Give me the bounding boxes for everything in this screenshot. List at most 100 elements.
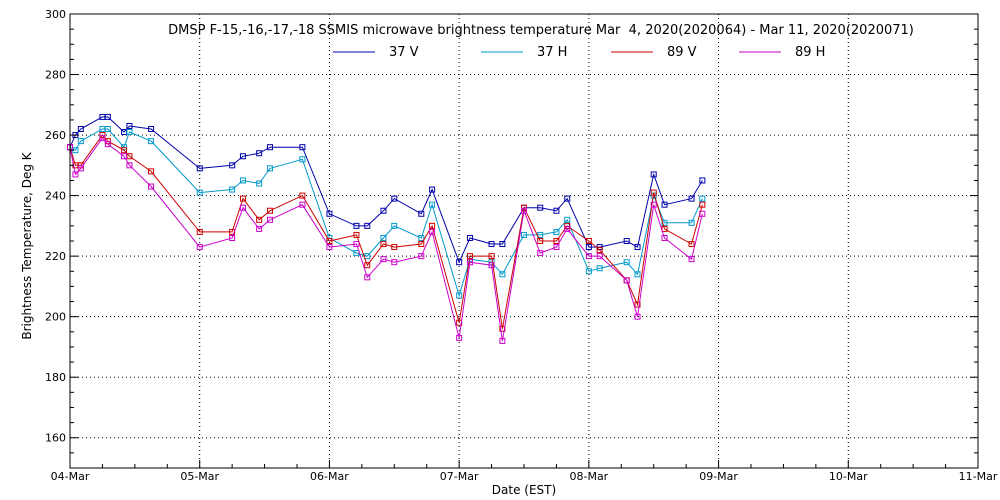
data-point-marker: [148, 183, 155, 190]
legend-item: 37 H: [481, 45, 567, 60]
data-point-marker: [299, 144, 306, 151]
data-point-marker: [99, 135, 106, 142]
data-point-marker: [537, 250, 544, 257]
legend-item: 37 V: [333, 45, 419, 60]
data-point-marker: [326, 210, 333, 217]
data-point-marker: [564, 195, 571, 202]
data-point-marker: [148, 126, 155, 133]
y-axis-title: Brightness Temperature, Deg K: [20, 151, 34, 339]
data-point-marker: [553, 228, 560, 235]
chart-title: DMSP F-15,-16,-17,-18 SSMIS microwave br…: [168, 23, 914, 38]
data-point-marker: [429, 186, 436, 193]
data-point-marker: [623, 277, 630, 284]
data-point-marker: [364, 262, 371, 269]
data-point-marker: [121, 147, 128, 154]
data-point-marker: [553, 238, 560, 244]
x-axis-title: Date (EST): [492, 483, 556, 497]
data-point-marker: [299, 192, 306, 199]
data-point-marker: [456, 259, 463, 266]
data-point-marker: [229, 234, 236, 241]
data-point-marker: [456, 292, 463, 299]
data-point-marker: [239, 153, 246, 160]
data-point-marker: [623, 259, 630, 266]
data-point-marker: [661, 201, 668, 208]
y-tick-label: 200: [45, 311, 66, 324]
data-point-marker: [553, 207, 560, 214]
data-point-marker: [266, 207, 273, 214]
data-point-marker: [229, 186, 236, 193]
data-point-marker: [299, 201, 306, 208]
data-point-marker: [688, 219, 695, 226]
data-point-marker: [456, 334, 463, 341]
x-tick-label: 05-Mar: [180, 470, 219, 483]
data-point-marker: [429, 222, 436, 229]
data-point-marker: [126, 122, 133, 129]
plot-frame: [69, 13, 979, 469]
data-point-marker: [126, 162, 133, 169]
series-89-v: [67, 132, 706, 332]
y-tick-label: 220: [45, 250, 66, 263]
data-point-marker: [256, 216, 263, 223]
data-point-marker: [126, 129, 133, 136]
legend-label: 37 H: [537, 45, 567, 60]
data-point-marker: [623, 238, 630, 244]
data-point-marker: [77, 126, 84, 133]
data-point-marker: [699, 195, 706, 202]
data-point-marker: [196, 244, 203, 251]
grid-lines: [70, 14, 978, 468]
x-tick-labels: 04-Mar 05-Mar 06-Mar 07-Mar 08-Mar 09-Mar 10-M…: [51, 470, 998, 483]
axis-ticks: [69, 13, 979, 468]
y-tick-label: 280: [45, 69, 66, 82]
y-tick-label: 160: [45, 432, 66, 445]
data-point-marker: [650, 189, 657, 196]
series-line: [69, 128, 703, 298]
data-point-marker: [256, 180, 263, 187]
data-point-marker: [553, 244, 560, 251]
data-point-marker: [148, 138, 155, 145]
legend-item: 89 V: [611, 45, 697, 60]
data-point-marker: [634, 271, 641, 278]
data-point-marker: [326, 238, 333, 244]
data-point-marker: [77, 165, 84, 172]
data-point-marker: [466, 234, 473, 241]
x-tick-label: 11-Mar: [959, 470, 998, 483]
data-point-marker: [380, 256, 387, 263]
y-tick-labels: 160 180 200 220 240 260 280 300: [45, 8, 66, 445]
data-point-marker: [196, 165, 203, 172]
data-point-marker: [104, 113, 111, 120]
data-point-marker: [380, 241, 387, 248]
data-point-marker: [353, 241, 360, 248]
data-point-marker: [688, 195, 695, 202]
legend-item: 89 H: [739, 45, 825, 60]
x-tick-label: 08-Mar: [569, 470, 608, 483]
series-line: [69, 137, 703, 341]
data-point-marker: [596, 253, 603, 260]
legend-label: 37 V: [389, 45, 419, 60]
data-point-marker: [699, 210, 706, 217]
data-point-marker: [391, 244, 398, 251]
data-point-marker: [266, 144, 273, 151]
data-point-marker: [229, 162, 236, 169]
data-point-marker: [104, 126, 111, 133]
data-point-marker: [466, 253, 473, 260]
data-point-marker: [596, 265, 603, 272]
data-point-marker: [564, 225, 571, 232]
data-point-marker: [521, 207, 527, 214]
data-point-marker: [537, 204, 544, 211]
x-tick-label: 10-Mar: [829, 470, 868, 483]
data-point-marker: [596, 247, 603, 254]
data-point-marker: [521, 231, 527, 238]
data-point-marker: [418, 210, 425, 217]
data-point-marker: [148, 168, 155, 175]
data-point-marker: [380, 234, 387, 241]
series-line: [69, 134, 703, 329]
data-point-marker: [196, 228, 203, 235]
data-point-marker: [256, 150, 263, 157]
data-point-marker: [121, 153, 128, 160]
legend-label: 89 V: [667, 45, 697, 60]
y-tick-label: 300: [45, 8, 66, 21]
data-point-marker: [488, 262, 495, 269]
data-point-marker: [466, 259, 473, 266]
data-point-marker: [429, 201, 436, 208]
